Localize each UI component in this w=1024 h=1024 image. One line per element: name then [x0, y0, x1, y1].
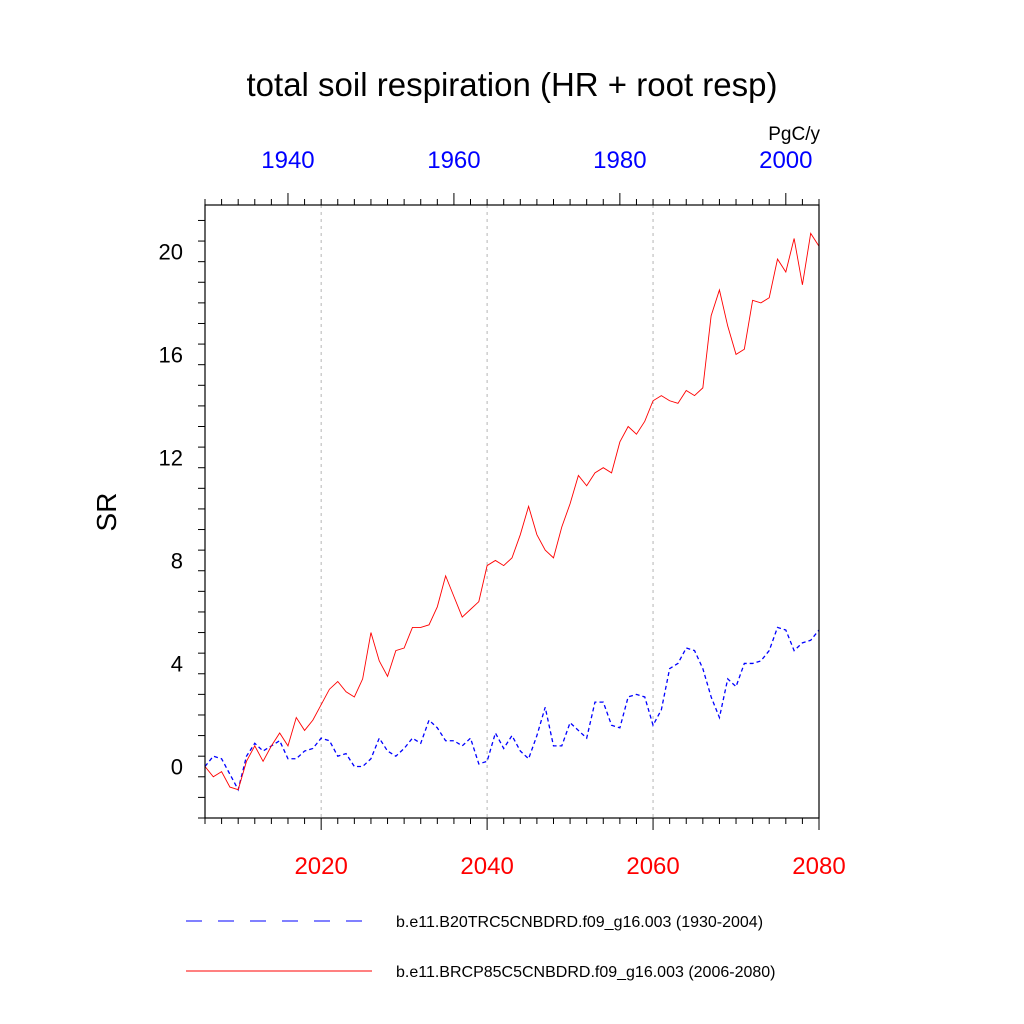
y-tick-label: 12	[159, 445, 183, 470]
x-bottom-tick-label: 2060	[626, 853, 679, 880]
x-top-tick-label: 1980	[593, 147, 646, 174]
x-bottom-tick-label: 2080	[792, 853, 845, 880]
x-bottom-tick-label: 2020	[294, 853, 347, 880]
x-top-tick-label: 1960	[427, 147, 480, 174]
legend-label-historical: b.e11.B20TRC5CNBDRD.f09_g16.003 (1930-20…	[396, 914, 763, 931]
y-tick-label: 4	[171, 651, 183, 676]
y-axis-label: SR	[91, 493, 122, 532]
x-top-tick-label: 1940	[261, 147, 314, 174]
series-group	[204, 232, 820, 792]
legend: b.e11.B20TRC5CNBDRD.f09_g16.003 (1930-20…	[186, 914, 775, 981]
y-tick-label: 8	[171, 548, 183, 573]
plot-frame	[204, 204, 820, 819]
units-label: PgC/y	[768, 124, 820, 145]
y-tick-label: 20	[159, 239, 183, 264]
y-tick-label: 0	[171, 754, 183, 779]
x-top-tick-label: 2000	[759, 147, 812, 174]
gridlines	[320, 205, 654, 818]
chart-title: total soil respiration (HR + root resp)	[247, 66, 778, 103]
legend-label-rcp85: b.e11.BRCP85C5CNBDRD.f09_g16.003 (2006-2…	[396, 964, 775, 981]
series-line-rcp85	[204, 232, 820, 791]
series-line-historical	[204, 626, 820, 792]
x-bottom-tick-label: 2040	[460, 853, 513, 880]
y-tick-label: 16	[159, 342, 183, 367]
